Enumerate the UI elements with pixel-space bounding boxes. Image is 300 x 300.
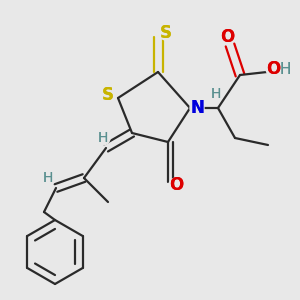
Text: H: H [211,87,221,101]
Text: H: H [98,131,108,145]
Circle shape [159,26,173,40]
Text: N: N [190,99,204,117]
Circle shape [190,101,204,115]
Text: S: S [102,86,114,104]
Circle shape [169,178,183,192]
Text: O: O [266,60,280,78]
Circle shape [41,171,55,185]
Circle shape [209,87,223,101]
Circle shape [220,30,234,44]
Text: H: H [98,131,108,145]
Circle shape [96,131,110,145]
Text: H: H [211,87,221,101]
Text: S: S [160,24,172,42]
Text: O: O [266,60,280,78]
Text: S: S [160,24,172,42]
Text: H: H [279,61,291,76]
Text: H: H [279,61,291,76]
Text: H: H [43,171,53,185]
Text: N: N [190,99,204,117]
Circle shape [278,62,292,76]
Circle shape [266,62,280,76]
Text: S: S [102,86,114,104]
Text: O: O [169,176,183,194]
Text: H: H [43,171,53,185]
Circle shape [101,88,115,102]
Text: O: O [220,28,234,46]
Text: O: O [169,176,183,194]
Text: O: O [220,28,234,46]
